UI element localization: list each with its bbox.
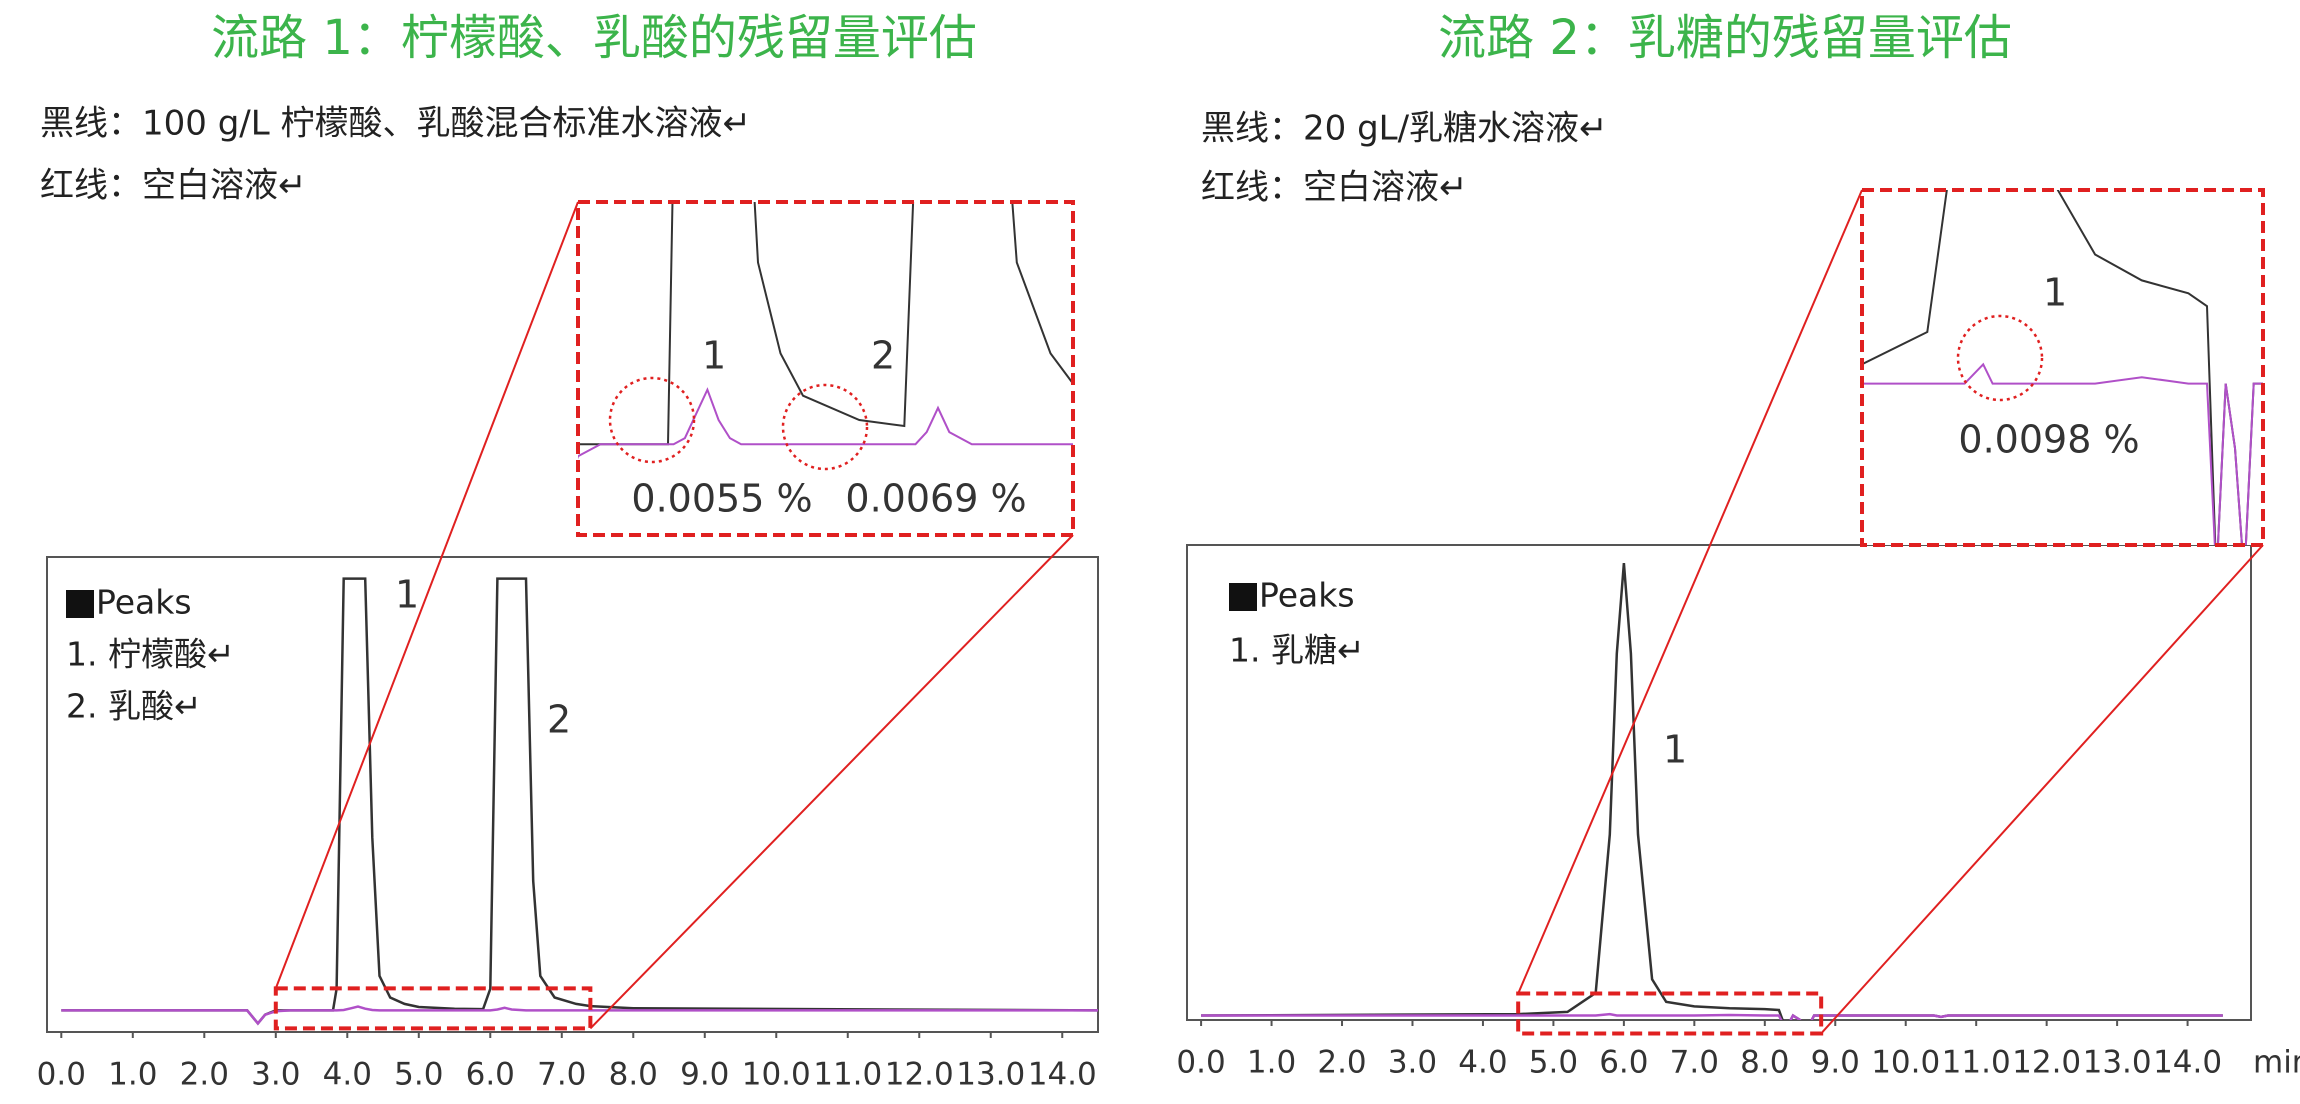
inset-bg: [578, 202, 1073, 535]
x-tick-label: 13.0: [956, 1057, 1025, 1093]
x-tick-label: 14.0: [1028, 1057, 1097, 1093]
zoom-line: [589, 534, 1074, 1030]
inset-trace: [578, 387, 1073, 460]
inset-trace: [1862, 362, 2263, 545]
x-tick-label: 0.0: [37, 1057, 86, 1093]
inset-peak-label: 1: [2043, 271, 2067, 315]
x-tick-label: 11.0: [813, 1057, 882, 1093]
x-tick-label: 0.0: [1176, 1045, 1225, 1081]
peaks-title: Peaks: [96, 583, 192, 622]
highlight-circle: [1956, 314, 2044, 402]
x-tick-label: 5.0: [394, 1057, 443, 1093]
zoom-box: [1516, 991, 1824, 1036]
x-tick-label: 6.0: [466, 1057, 515, 1093]
inset-peak-label: 1: [702, 334, 726, 378]
trace: [1201, 1012, 2223, 1020]
plot-frame: [1186, 544, 2252, 1021]
highlight-circle: [781, 383, 869, 471]
plot-frame: [46, 556, 1099, 1033]
x-axis-label: min: [2253, 1045, 2300, 1081]
peaks-item: 1. 柠檬酸↵: [66, 635, 235, 674]
x-tick-label: 5.0: [1529, 1045, 1578, 1081]
peaks-square: [1229, 583, 1257, 611]
x-tick-label: 4.0: [1458, 1045, 1507, 1081]
peaks-square: [66, 590, 94, 618]
legend-entry: 黑线：20 gL/乳糖水溶液↵: [1201, 109, 1608, 149]
x-tick-label: 11.0: [1942, 1045, 2011, 1081]
x-tick-label: 3.0: [1388, 1045, 1437, 1081]
peak-label: 1: [1663, 728, 1687, 772]
x-tick-label: 8.0: [609, 1057, 658, 1093]
x-tick-label: 14.0: [2153, 1045, 2222, 1081]
peak-label: 1: [395, 573, 419, 617]
x-tick-label: 3.0: [251, 1057, 300, 1093]
chart-title: 流路 2：乳糖的残留量评估: [1438, 10, 2012, 66]
residual-percent: 0.0098 %: [1958, 418, 2139, 462]
x-tick-label: 9.0: [680, 1057, 729, 1093]
x-tick-label: 2.0: [180, 1057, 229, 1093]
legend-entry: 红线：空白溶液↵: [1201, 168, 1468, 208]
zoom-line: [1820, 544, 2264, 1035]
x-tick-label: 10.0: [1871, 1045, 1940, 1081]
peak-label: 2: [547, 698, 571, 742]
x-tick-label: 4.0: [323, 1057, 372, 1093]
x-tick-label: 2.0: [1317, 1045, 1366, 1081]
x-tick-label: 10.0: [742, 1057, 811, 1093]
zoom-line: [1517, 189, 1863, 994]
x-tick-label: 9.0: [1811, 1045, 1860, 1081]
peaks-item: 2. 乳酸↵: [66, 687, 202, 726]
trace: [61, 1005, 1098, 1026]
inset-bg: [1862, 190, 2263, 545]
peaks-title: Peaks: [1259, 576, 1355, 615]
inset-peak-label: 2: [871, 334, 895, 378]
highlight-circle: [608, 376, 696, 464]
x-tick-label: 1.0: [1247, 1045, 1296, 1081]
x-tick-label: 12.0: [2012, 1045, 2081, 1081]
inset-frame: [1860, 188, 2265, 547]
residual-percent: 0.0055 %: [631, 477, 812, 521]
zoom-line: [274, 201, 579, 989]
chart-title: 流路 1：柠檬酸、乳酸的残留量评估: [211, 10, 977, 66]
zoom-box: [273, 986, 593, 1031]
legend-entry: 红线：空白溶液↵: [40, 166, 307, 206]
x-tick-label: 1.0: [108, 1057, 157, 1093]
x-tick-label: 8.0: [1740, 1045, 1789, 1081]
x-tick-label: 12.0: [885, 1057, 954, 1093]
x-tick-label: 6.0: [1599, 1045, 1648, 1081]
inset-trace: [1862, 190, 2263, 545]
legend-entry: 黑线：100 g/L 柠檬酸、乳酸混合标准水溶液↵: [40, 104, 751, 144]
peaks-item: 1. 乳糖↵: [1229, 631, 1365, 670]
x-tick-label: 7.0: [537, 1057, 586, 1093]
x-tick-label: 13.0: [2083, 1045, 2152, 1081]
residual-percent: 0.0069 %: [845, 477, 1026, 521]
x-tick-label: 7.0: [1670, 1045, 1719, 1081]
